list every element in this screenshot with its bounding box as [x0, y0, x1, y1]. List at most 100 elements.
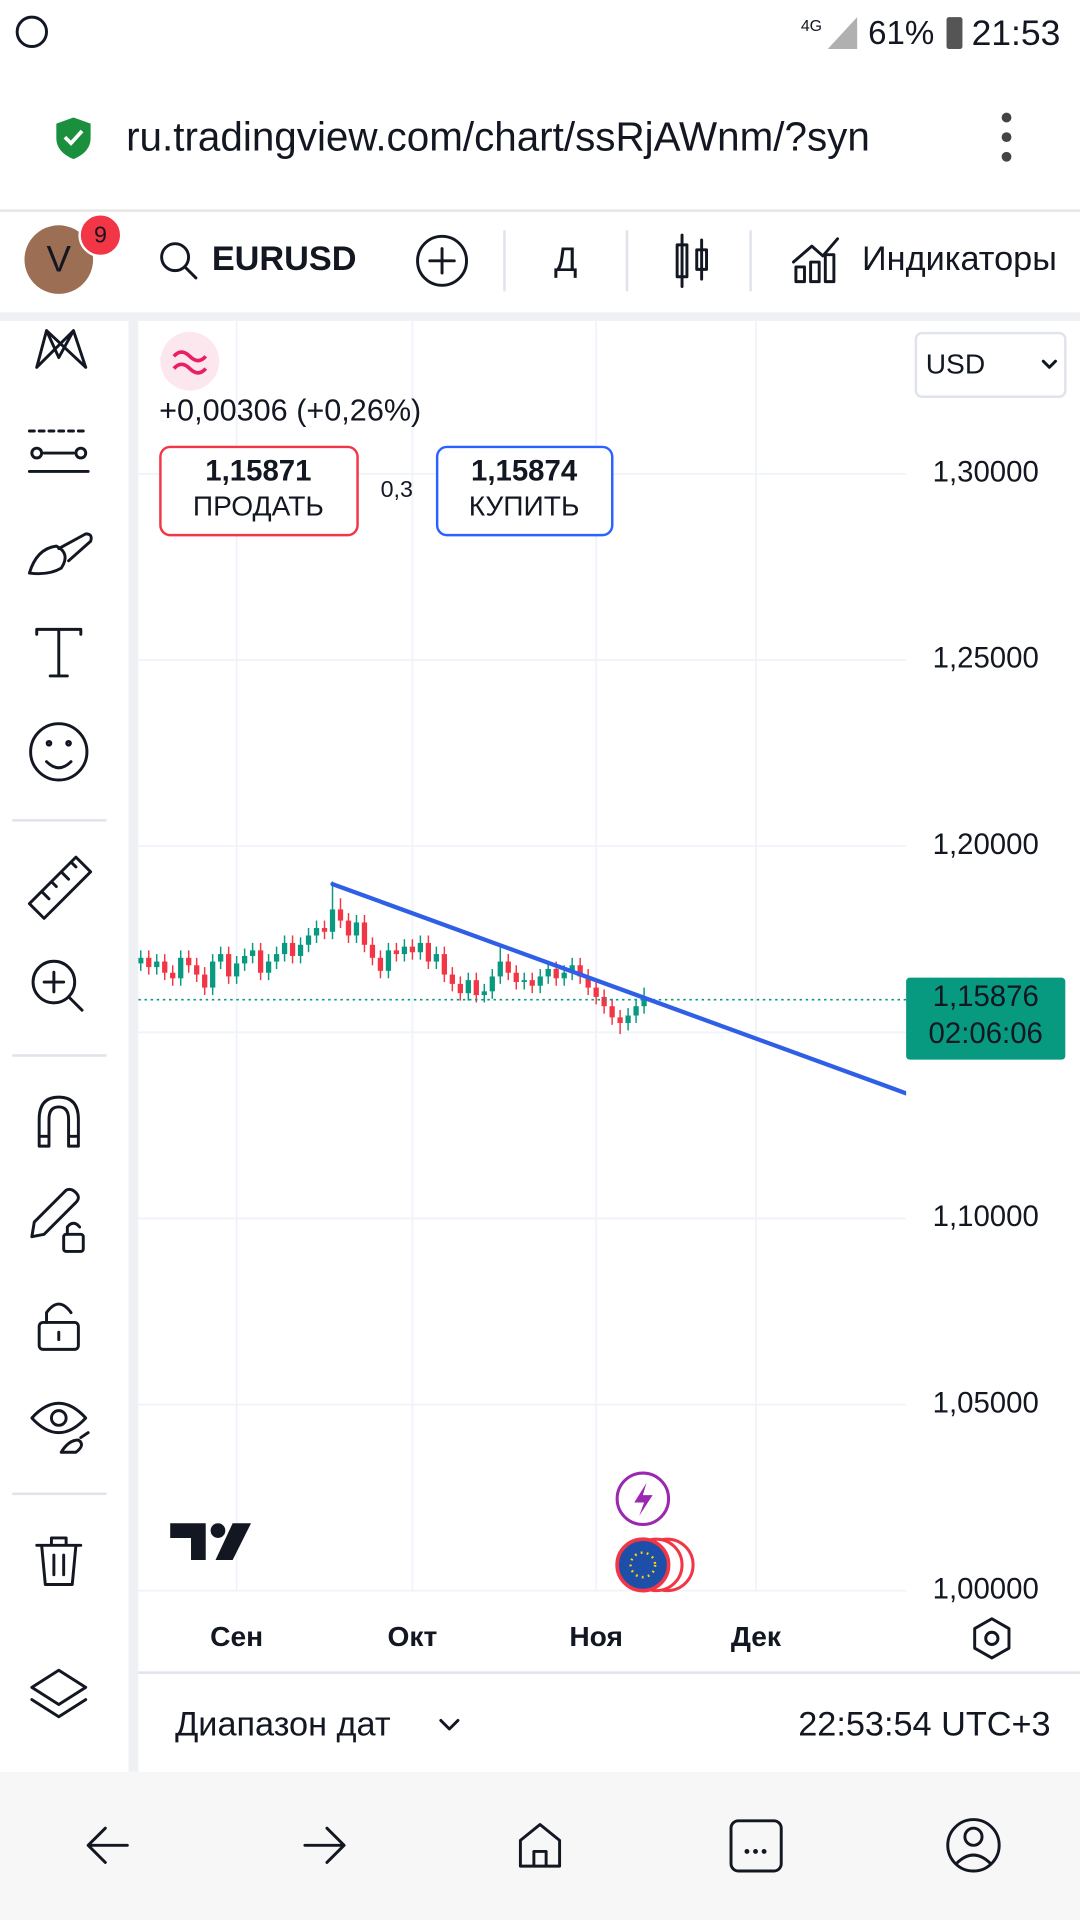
event-markers[interactable] — [615, 1471, 695, 1593]
url-bar-part[interactable] — [1001, 132, 1012, 143]
currency-chevron[interactable] — [1041, 359, 1057, 369]
lines-tool-part[interactable] — [30, 446, 44, 460]
url-bar-part[interactable] — [63, 129, 84, 146]
tabs-button-part[interactable] — [729, 1819, 783, 1873]
buy-price[interactable]: 1,15874 — [471, 454, 578, 487]
delete-tool-part[interactable] — [35, 1536, 83, 1586]
brush-tool[interactable] — [27, 532, 93, 576]
currency-select[interactable] — [914, 331, 1067, 398]
emoji-tool-part[interactable] — [65, 739, 72, 747]
account-button-part[interactable] — [954, 1853, 993, 1866]
visibility-tool-part[interactable] — [59, 1431, 90, 1454]
date-range[interactable]: Диапазон дат — [175, 1706, 391, 1744]
lock-tool[interactable] — [37, 1302, 80, 1351]
indicators-icon-part[interactable] — [792, 237, 840, 264]
currency[interactable]: USD — [926, 349, 985, 380]
visibility-tool-part[interactable] — [49, 1409, 68, 1427]
zoom-tool[interactable] — [31, 959, 84, 1012]
symbol-logo — [160, 331, 220, 391]
settings-icon-part[interactable] — [973, 1617, 1011, 1660]
lock-drawing-tool[interactable] — [30, 1187, 85, 1253]
account-button-part[interactable] — [946, 1818, 1001, 1873]
candle-body — [641, 999, 647, 1007]
home-button-part[interactable] — [518, 1823, 562, 1868]
indicators-icon-part[interactable] — [809, 260, 821, 284]
date-range-chevron[interactable] — [439, 1718, 460, 1731]
forward-button-part[interactable] — [303, 1826, 346, 1864]
visibility-tool[interactable] — [30, 1401, 90, 1454]
emoji-tool-part[interactable] — [29, 722, 89, 782]
tabs-button-part[interactable] — [744, 1848, 750, 1854]
settings-icon[interactable] — [973, 1617, 1011, 1660]
spread: 0,3 — [381, 476, 413, 502]
account-button-part[interactable] — [963, 1826, 984, 1847]
ruler-tool-part[interactable] — [27, 855, 93, 920]
indicators[interactable]: Индикаторы — [862, 240, 1057, 278]
event-markers-part[interactable] — [615, 1537, 671, 1593]
candle-body — [241, 955, 248, 964]
indicators-icon[interactable] — [792, 237, 840, 284]
lock-drawing-tool-part[interactable] — [65, 1221, 82, 1236]
y-tick-label: 1,00000 — [933, 1572, 1039, 1605]
lines-tool-part[interactable] — [74, 446, 88, 460]
emoji-tool-part[interactable] — [45, 760, 73, 770]
zoom-tool-part[interactable] — [67, 995, 84, 1012]
tabs-button-part[interactable] — [753, 1848, 758, 1854]
back-button-part[interactable] — [86, 1826, 129, 1864]
visibility-tool-part[interactable] — [30, 1401, 88, 1434]
lock-tool-part[interactable] — [45, 1302, 73, 1324]
settings-icon-part[interactable] — [984, 1630, 1000, 1646]
emoji-tool-part[interactable] — [45, 739, 53, 747]
candle-body — [218, 954, 224, 962]
magnet-tool-part[interactable] — [37, 1095, 80, 1148]
url[interactable]: ru.tradingview.com/chart/ssRjAWnm/?syn — [126, 113, 870, 159]
price-change: +0,00306 (+0,26%) — [159, 394, 421, 428]
emoji-tool[interactable] — [29, 722, 89, 782]
sell-price[interactable]: 1,15871 — [205, 454, 311, 487]
url-bar-part[interactable] — [0, 73, 1080, 211]
url-bar-part[interactable] — [1001, 112, 1012, 123]
tabs-button[interactable] — [729, 1819, 783, 1873]
lines-tool[interactable] — [27, 429, 90, 473]
lock-drawing-tool-part[interactable] — [30, 1187, 80, 1239]
account-button[interactable] — [946, 1818, 1001, 1873]
layers-tool[interactable] — [30, 1668, 88, 1719]
magnet-tool[interactable] — [37, 1095, 80, 1148]
url-bar[interactable]: ru.tradingview.com/chart/ssRjAWnm/?syn — [0, 73, 1080, 212]
delete-tool[interactable] — [35, 1536, 83, 1586]
home-button[interactable] — [518, 1823, 562, 1868]
toolbar-part — [183, 265, 198, 280]
lock-tool-part[interactable] — [37, 1320, 80, 1351]
text-tool[interactable] — [35, 627, 83, 678]
drawing-panel — [12, 320, 139, 1772]
chart-type-button[interactable] — [675, 233, 708, 288]
buy-label[interactable]: КУПИТЬ — [469, 491, 580, 522]
event-markers-part[interactable] — [629, 1551, 657, 1579]
indicators-icon-part[interactable] — [794, 265, 806, 284]
symbol[interactable]: EURUSD — [212, 240, 357, 278]
forward-button[interactable] — [303, 1826, 346, 1864]
sell-button[interactable] — [159, 445, 359, 537]
sell-label[interactable]: ПРОДАТЬ — [193, 491, 324, 522]
candle-body — [305, 935, 312, 945]
zoom-tool-part[interactable] — [31, 959, 77, 1005]
layers-tool-part[interactable] — [30, 1668, 88, 1719]
lock-drawing-tool-part[interactable] — [62, 1232, 85, 1253]
avatar[interactable] — [24, 225, 94, 294]
event-markers-part[interactable] — [634, 1482, 653, 1516]
brush-tool-part[interactable] — [27, 532, 93, 576]
pattern-tool-part[interactable] — [35, 329, 88, 369]
tradingview-logo — [170, 1523, 252, 1560]
pattern-tool[interactable] — [35, 329, 88, 369]
indicators-icon-part[interactable] — [823, 253, 836, 284]
candle-body — [138, 957, 144, 964]
interval[interactable]: Д — [554, 241, 577, 279]
status-bar-part — [15, 15, 48, 48]
tabs-button-part[interactable] — [761, 1848, 767, 1854]
buy-button[interactable] — [435, 445, 614, 537]
ruler-tool[interactable] — [27, 855, 93, 920]
text-tool-part[interactable] — [35, 627, 83, 678]
url-bar-part[interactable] — [1001, 151, 1012, 162]
back-button[interactable] — [86, 1826, 129, 1864]
avatar-letter[interactable]: V — [47, 239, 72, 280]
